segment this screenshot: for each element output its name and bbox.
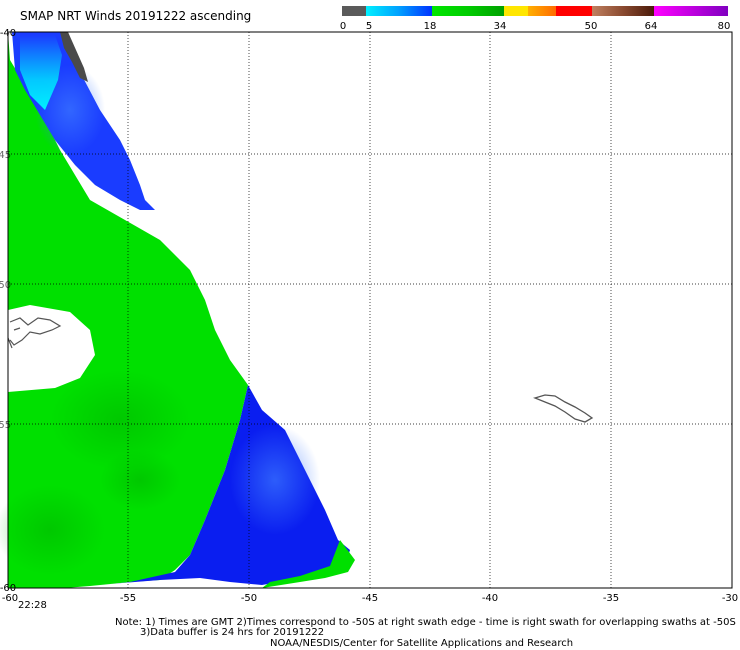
x-tick-label: -45	[362, 593, 378, 604]
colorbar-label: 50	[584, 21, 598, 32]
colorbar-label: 80	[717, 21, 731, 32]
map-frame	[7, 31, 733, 589]
x-tick-label: -35	[603, 593, 619, 604]
map-title: SMAP NRT Winds 20191222 ascending	[20, 9, 252, 23]
wind-swath-gray	[60, 32, 88, 82]
y-tick-label: -60	[0, 583, 16, 594]
x-tick-label: -60	[2, 593, 18, 604]
footnote-line1: Note: 1) Times are GMT 2)Times correspon…	[115, 617, 736, 628]
colorbar-segment-orange	[528, 6, 556, 16]
footnote-line2: 3)Data buffer is 24 hrs for 20191222	[140, 627, 325, 638]
colorbar-segment-cyan	[366, 6, 432, 16]
colorbar-label: 18	[423, 21, 437, 32]
y-tick-label: -55	[0, 420, 11, 431]
x-tick-label: -55	[120, 593, 136, 604]
colorbar-segment-yellow	[504, 6, 528, 16]
colorbar-segment-red	[556, 6, 592, 16]
colorbar-segment-magenta	[654, 6, 728, 16]
wind-swath-cyan	[20, 35, 62, 110]
colorbar-label: 5	[365, 21, 373, 32]
colorbar-segment-green	[432, 6, 504, 16]
colorbar-label: 0	[339, 21, 347, 32]
green-shade	[100, 450, 180, 510]
y-tick-label: -45	[0, 150, 11, 161]
island-outline-west	[7, 317, 62, 349]
island-outline-east	[533, 394, 594, 423]
colorbar-label: 64	[644, 21, 658, 32]
x-tick-label: -40	[482, 593, 498, 604]
grid	[8, 32, 732, 588]
colorbar-segment-gray	[342, 6, 366, 16]
colorbar-segment-brown	[592, 6, 654, 16]
colorbar-label: 34	[493, 21, 507, 32]
y-axis: -40 -45 -50 -55 -60	[0, 28, 16, 594]
y-tick-label: -40	[0, 28, 16, 39]
blue-shade	[230, 425, 320, 535]
green-shade	[0, 485, 105, 575]
y-tick-label: -50	[0, 280, 11, 291]
x-tick-label: -30	[722, 593, 738, 604]
footnote-credit: NOAA/NESDIS/Center for Satellite Applica…	[270, 638, 574, 649]
time-label: 22:28	[18, 600, 47, 611]
wind-swath-green-tip	[262, 540, 355, 588]
x-tick-label: -50	[241, 593, 257, 604]
green-shade	[50, 370, 190, 470]
x-axis: -60 -55 -50 -45 -40 -35 -30	[2, 593, 738, 604]
